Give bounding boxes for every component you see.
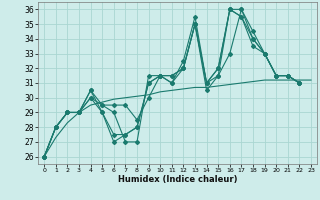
X-axis label: Humidex (Indice chaleur): Humidex (Indice chaleur) xyxy=(118,175,237,184)
